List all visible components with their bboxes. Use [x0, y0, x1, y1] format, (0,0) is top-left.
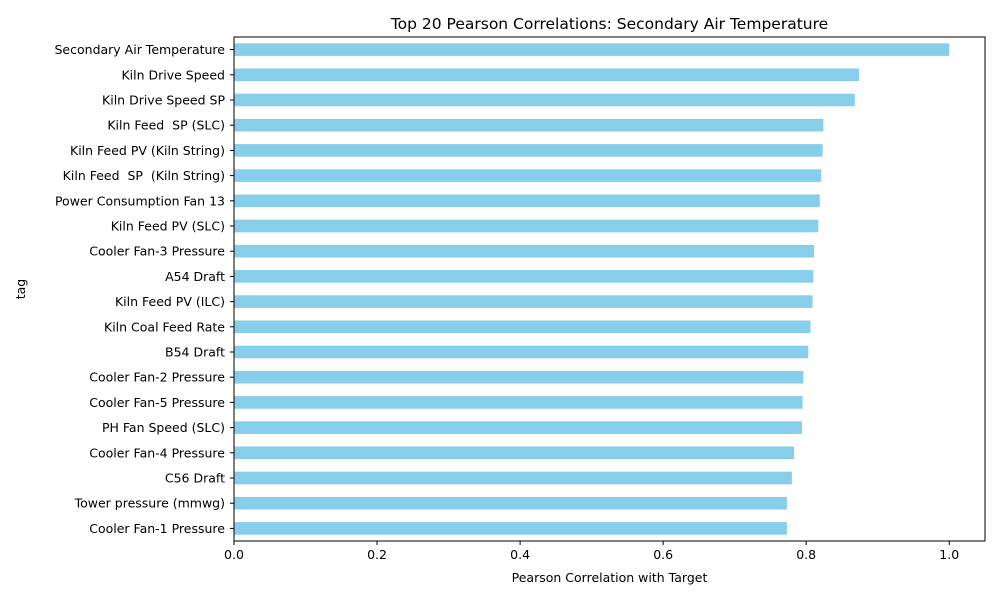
chart-title: Top 20 Pearson Correlations: Secondary A…: [390, 15, 828, 33]
y-tick-label: Kiln Coal Feed Rate: [104, 319, 225, 334]
bar: [234, 522, 787, 535]
y-tick-label: Kiln Feed PV (SLC): [111, 219, 225, 234]
y-tick-label: Cooler Fan-2 Pressure: [89, 370, 225, 385]
y-tick-label: Kiln Feed SP (Kiln String): [63, 168, 225, 183]
bar: [234, 43, 950, 56]
bar: [234, 396, 803, 409]
bars-group: [234, 43, 950, 535]
x-tick-label: 0.8: [796, 547, 816, 562]
bar: [234, 219, 819, 233]
plot-frame: [233, 36, 986, 542]
bar: [234, 345, 809, 359]
bar: [234, 370, 804, 384]
bar: [234, 270, 814, 283]
x-tick-label: 0.4: [510, 547, 530, 562]
bar: [234, 68, 860, 82]
x-tick-label: 0.6: [653, 547, 673, 562]
y-axis-label: tag: [13, 279, 28, 300]
y-tick-label: Kiln Feed SP (SLC): [107, 118, 225, 133]
bar: [234, 496, 787, 510]
y-tick-label: A54 Draft: [165, 269, 225, 284]
bar: [234, 93, 855, 107]
y-tick-label: Kiln Feed PV (Kiln String): [70, 143, 225, 158]
y-tick-label: Secondary Air Temperature: [55, 42, 226, 57]
y-tick-label: Cooler Fan-5 Pressure: [89, 395, 225, 410]
y-tick-label: PH Fan Speed (SLC): [102, 420, 225, 435]
bar: [234, 446, 795, 460]
x-tick-label: 0.2: [367, 547, 387, 562]
bar: [234, 421, 802, 434]
bar: [234, 194, 820, 208]
y-tick-label: Cooler Fan-3 Pressure: [89, 244, 225, 259]
y-tick-label: Kiln Drive Speed SP: [102, 93, 225, 108]
x-tick-label: 0.0: [224, 547, 244, 562]
y-tick-label: Kiln Drive Speed: [121, 67, 225, 82]
y-tick-label: Kiln Feed PV (ILC): [115, 294, 225, 309]
bar: [234, 144, 823, 157]
x-axis-label: Pearson Correlation with Target: [512, 570, 708, 585]
bar: [234, 169, 822, 182]
bar: [234, 295, 813, 308]
y-tick-label: C56 Draft: [165, 471, 225, 486]
bar: [234, 471, 792, 485]
y-tick-label: Tower pressure (mmwg): [74, 496, 225, 511]
bar: [234, 320, 811, 334]
bar: [234, 244, 815, 258]
y-tick-label: Cooler Fan-4 Pressure: [89, 445, 225, 460]
x-tick-group: 0.0 0.2 0.4 0.6 0.8 1.0: [224, 541, 959, 562]
bar: [234, 118, 824, 132]
y-tick-label: B54 Draft: [165, 345, 225, 360]
x-tick-label: 1.0: [939, 547, 959, 562]
y-tick-label: Power Consumption Fan 13: [55, 193, 225, 208]
y-tick-group: Secondary Air Temperature Kiln Drive Spee…: [55, 42, 234, 536]
y-tick-label: Cooler Fan-1 Pressure: [89, 521, 225, 536]
